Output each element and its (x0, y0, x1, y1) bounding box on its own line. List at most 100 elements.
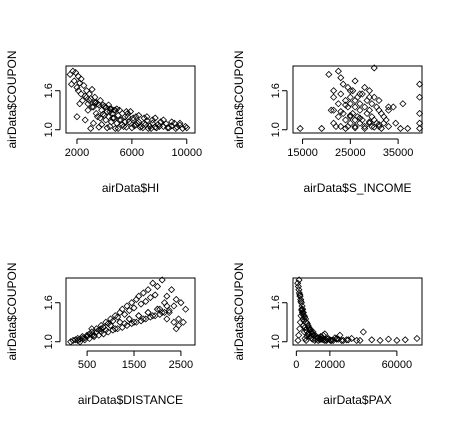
data-point (121, 113, 129, 121)
data-point (168, 118, 176, 126)
scatter-panel-4: 0 20000 60000 1.0 1.6 airData$PAX airData$COUP… (232, 262, 423, 407)
data-point (358, 116, 366, 124)
data-point (128, 124, 136, 132)
data-point (131, 122, 139, 130)
data-point (100, 111, 108, 120)
data-point (89, 103, 98, 111)
data-point (151, 291, 159, 299)
data-point (346, 119, 354, 127)
data-point (327, 106, 335, 114)
x-tick-label: 20000 (315, 359, 346, 371)
data-point (88, 325, 96, 333)
data-point (91, 93, 99, 101)
data-point (76, 100, 84, 108)
data-point (158, 276, 166, 284)
data-point (368, 100, 376, 108)
x-axis-label: airData$S_INCOME (303, 181, 411, 195)
data-point (389, 103, 397, 111)
data-point (353, 336, 361, 345)
data-point (146, 122, 154, 130)
data-point (159, 116, 168, 124)
data-point (356, 114, 364, 122)
x-tick-label: 15000 (287, 147, 318, 159)
data-point (375, 120, 383, 129)
data-point (77, 90, 85, 98)
data-point (341, 116, 350, 124)
data-point (143, 117, 151, 125)
data-point (137, 317, 145, 325)
data-point (123, 321, 131, 330)
data-point (72, 68, 80, 77)
data-point (361, 124, 369, 133)
data-point (147, 124, 155, 133)
data-point (331, 334, 339, 342)
data-point (351, 103, 359, 111)
data-point (106, 321, 115, 330)
data-point (337, 107, 345, 116)
data-point (67, 80, 76, 88)
y-tick-label: 1.6 (43, 83, 55, 98)
data-point (97, 328, 105, 336)
data-point (413, 334, 421, 343)
data-point (116, 318, 124, 326)
data-point (114, 313, 122, 321)
x-axis-label: airData$HI (102, 181, 159, 195)
data-point (87, 94, 95, 103)
data-point (142, 120, 150, 129)
y-tick-label: 1.0 (270, 122, 282, 137)
x-tick-label: 35000 (383, 147, 414, 159)
data-points (294, 276, 421, 345)
data-point (341, 96, 350, 105)
data-point (144, 308, 152, 317)
data-point (133, 119, 141, 127)
data-point (136, 123, 144, 131)
data-point (416, 93, 424, 101)
data-point (370, 123, 378, 131)
data-point (175, 315, 183, 323)
data-point (321, 336, 329, 345)
data-point (299, 310, 307, 318)
data-point (176, 119, 184, 127)
data-point (70, 77, 78, 85)
x-tick-label: 6000 (120, 147, 144, 159)
data-point (92, 109, 100, 118)
data-point (376, 336, 384, 345)
data-point (163, 302, 171, 310)
data-point (294, 336, 302, 345)
data-point (344, 336, 352, 344)
data-point (107, 105, 115, 113)
data-point (172, 325, 180, 333)
data-point (142, 315, 150, 323)
data-point (148, 116, 157, 124)
data-points (66, 67, 191, 133)
data-point (370, 93, 378, 101)
data-point (337, 122, 345, 131)
data-point (358, 90, 366, 98)
data-point (382, 116, 390, 124)
data-point (109, 114, 117, 122)
data-point (89, 119, 98, 127)
data-point (330, 93, 338, 101)
x-tick-label: 1500 (122, 359, 146, 371)
data-point (346, 111, 354, 120)
data-point (170, 119, 178, 127)
data-point (404, 124, 412, 133)
scatter-panel-2: 15000 25000 35000 1.0 1.6 airData$S_INCOME air… (232, 50, 424, 195)
data-point (129, 114, 137, 122)
data-point (294, 282, 302, 291)
data-point (356, 90, 364, 98)
data-point (337, 90, 345, 98)
data-point (146, 293, 155, 302)
data-point (102, 103, 110, 111)
data-point (341, 101, 350, 109)
data-point (304, 330, 312, 338)
data-point (334, 100, 342, 108)
data-point (104, 101, 113, 109)
y-axis-label: airData$COUPON (5, 262, 19, 360)
data-point (361, 83, 369, 92)
data-point (298, 302, 306, 310)
y-tick-label: 1.0 (270, 334, 282, 349)
data-point (416, 119, 424, 127)
data-point (332, 122, 340, 131)
